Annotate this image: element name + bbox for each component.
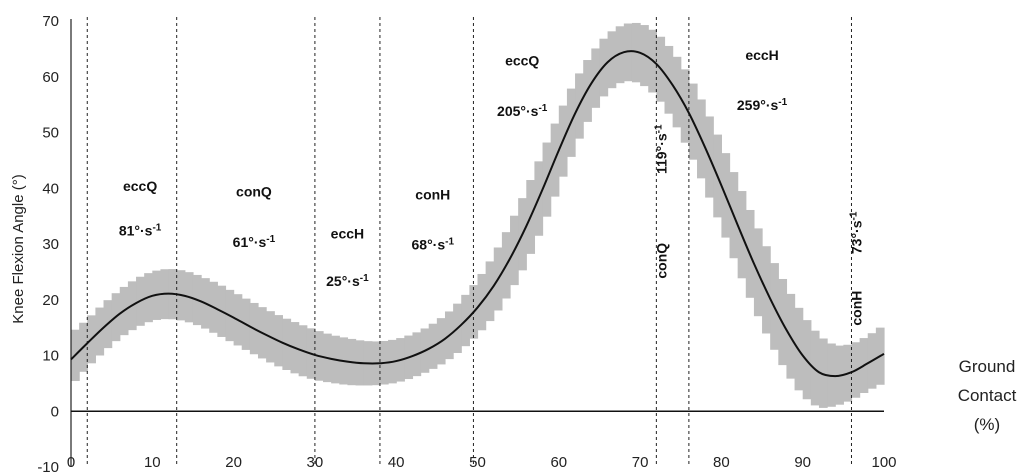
y-tick-label: 0 [51,403,59,420]
rate-exponent: -1 [538,103,547,114]
phase-rate-label: 119°·s-1 [654,124,670,174]
y-axis-label: Knee Flexion Angle (°) [10,174,27,323]
y-tick-label: 60 [42,69,59,86]
sd-band-segment [810,330,820,406]
phase-rate-label: 81°·s-1 [119,223,162,239]
phase-labels: eccQ 81°·s-1 conQ 61°·s-1 eccH 25°·s-1 conH 68°… [119,47,865,326]
x-axis-label-line: Ground [959,357,1016,376]
x-tick-label: 50 [469,454,486,471]
sd-band-segment [818,338,828,408]
phase-name-label: eccH [331,225,364,241]
phase-rate-label: 25°·s-1 [326,273,369,289]
x-tick-label: 100 [871,454,896,471]
phase-name-label: eccQ [505,53,539,69]
phase-rate-label: 259°·s-1 [737,97,788,113]
x-tick-label: 90 [794,454,811,471]
rate-exponent: -1 [445,237,454,248]
x-tick-label: 40 [388,454,405,471]
phase-name-label: eccQ [123,178,157,194]
phase-name-label: eccH [745,47,778,63]
phase-rate-label: 73°·s-1 [849,211,865,254]
y-tick-label: 30 [42,236,59,253]
x-tick-label: 80 [713,454,730,471]
mean-line-layer [70,50,885,378]
rate-exponent: -1 [654,124,665,133]
x-tick-label: 0 [67,454,75,471]
axes-layer [70,19,884,467]
y-tick-label: 40 [42,180,59,197]
rate-exponent: -1 [152,223,161,234]
x-tick-label: 70 [632,454,649,471]
rate-exponent: -1 [778,97,787,108]
phase-name-label: conH [415,186,450,202]
phase-rate-label: 61°·s-1 [233,234,276,250]
x-axis-label: Ground Contact (%) [958,357,1017,434]
sd-band-segment [623,23,633,82]
phase-divider-layer [86,17,852,467]
y-tick-label: 50 [42,125,59,142]
rate-exponent: -1 [266,234,275,245]
mean-knee-angle-line [70,50,885,378]
y-tick-label: -10 [37,459,59,472]
x-tick-label: 20 [225,454,242,471]
x-tick-label: 60 [550,454,567,471]
x-axis-label-line: (%) [974,415,1000,434]
rate-exponent: -1 [360,273,369,284]
y-tick-label: 70 [42,13,59,30]
y-tick-labels: -10 0 10 20 30 40 50 60 70 [37,13,59,472]
y-tick-label: 20 [42,292,59,309]
sd-band-layer [71,22,885,408]
x-axis-label-line: Contact [958,386,1017,405]
phase-rate-label: 205°·s-1 [497,103,548,119]
phase-rate-label: 68°·s-1 [412,237,455,253]
x-tick-label: 30 [307,454,324,471]
phase-name-label: conQ [236,184,272,200]
x-tick-label: 10 [144,454,161,471]
rate-exponent: -1 [849,211,860,220]
x-tick-labels: 0 10 20 30 40 50 60 70 80 90 100 [67,454,897,471]
y-tick-label: 10 [42,348,59,365]
sd-band-segment [615,26,625,84]
phase-name-label: conH [849,291,865,326]
phase-name-label: conQ [654,243,670,279]
